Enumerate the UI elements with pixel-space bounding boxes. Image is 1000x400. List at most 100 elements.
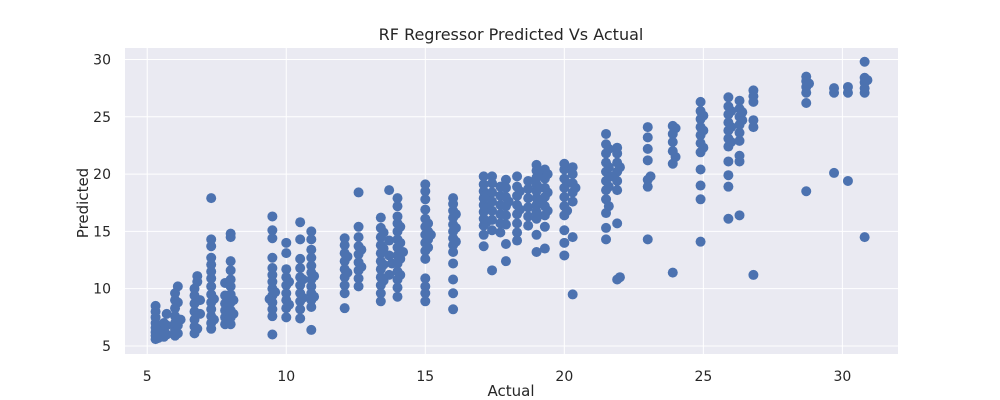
scatter-point bbox=[297, 274, 308, 285]
scatter-point bbox=[284, 276, 295, 287]
scatter-point bbox=[353, 187, 364, 198]
scatter-point bbox=[495, 227, 506, 238]
scatter-point bbox=[487, 187, 498, 198]
scatter-point bbox=[612, 175, 623, 186]
scatter-point bbox=[267, 225, 278, 236]
scatter-point bbox=[306, 324, 317, 335]
scatter-point bbox=[531, 159, 542, 170]
scatter-point bbox=[567, 162, 578, 173]
scatter-point bbox=[734, 95, 745, 106]
scatter-point bbox=[726, 106, 737, 117]
scatter-point bbox=[420, 194, 431, 205]
scatter-point bbox=[487, 196, 498, 207]
scatter-point bbox=[342, 251, 353, 262]
scatter-point bbox=[614, 272, 625, 283]
scatter-point bbox=[734, 210, 745, 221]
scatter-point bbox=[559, 237, 570, 248]
scatter-point bbox=[748, 115, 759, 126]
scatter-point bbox=[395, 237, 406, 248]
scatter-point bbox=[859, 232, 870, 243]
scatter-point bbox=[523, 211, 534, 222]
scatter-point bbox=[448, 258, 459, 269]
scatter-point bbox=[487, 214, 498, 225]
scatter-point bbox=[384, 269, 395, 280]
scatter-point bbox=[603, 181, 614, 192]
scatter-point bbox=[206, 234, 217, 245]
scatter-point bbox=[228, 308, 239, 319]
scatter-point bbox=[420, 179, 431, 190]
scatter-point bbox=[295, 253, 306, 264]
scatter-point bbox=[208, 293, 219, 304]
x-tick-label: 5 bbox=[143, 369, 152, 385]
scatter-point bbox=[161, 320, 172, 331]
scatter-point bbox=[225, 256, 236, 267]
scatter-point bbox=[225, 319, 236, 330]
scatter-point bbox=[281, 248, 292, 259]
scatter-point bbox=[695, 164, 706, 175]
scatter-point bbox=[295, 313, 306, 324]
scatter-point bbox=[356, 261, 367, 272]
scatter-point bbox=[450, 236, 461, 247]
scatter-point bbox=[425, 229, 436, 240]
x-axis-title: Actual bbox=[488, 382, 535, 400]
scatter-point bbox=[612, 185, 623, 196]
scatter-point bbox=[842, 175, 853, 186]
data-points bbox=[150, 56, 873, 345]
x-tick-label: 30 bbox=[833, 369, 851, 385]
scatter-point bbox=[670, 123, 681, 134]
scatter-point bbox=[423, 242, 434, 253]
scatter-point bbox=[195, 295, 206, 306]
scatter-point bbox=[487, 265, 498, 276]
scatter-point bbox=[353, 221, 364, 232]
scatter-point bbox=[448, 274, 459, 285]
scatter-point bbox=[339, 240, 350, 251]
scatter-point bbox=[306, 281, 317, 292]
scatter-point bbox=[614, 162, 625, 173]
scatter-point bbox=[698, 110, 709, 121]
scatter-point bbox=[842, 81, 853, 92]
scatter-point bbox=[448, 304, 459, 315]
scatter-point bbox=[172, 297, 183, 308]
y-tick-label: 10 bbox=[93, 282, 111, 298]
scatter-point bbox=[175, 314, 186, 325]
scatter-point bbox=[225, 228, 236, 239]
scatter-point bbox=[531, 229, 542, 240]
scatter-point bbox=[281, 264, 292, 275]
scatter-point bbox=[342, 267, 353, 278]
scatter-point bbox=[723, 156, 734, 167]
scatter-point bbox=[284, 299, 295, 310]
grid-lines bbox=[125, 48, 898, 354]
scatter-point bbox=[270, 287, 281, 298]
scatter-point bbox=[601, 234, 612, 245]
scatter-point bbox=[448, 247, 459, 257]
scatter-point bbox=[801, 186, 812, 197]
scatter-point bbox=[206, 259, 217, 270]
scatter-point bbox=[267, 304, 278, 315]
scatter-point bbox=[267, 276, 278, 287]
scatter-point bbox=[228, 295, 239, 306]
scatter-point bbox=[295, 234, 306, 245]
scatter-point bbox=[295, 304, 306, 315]
scatter-point bbox=[478, 229, 489, 240]
scatter-point bbox=[748, 269, 759, 280]
scatter-point bbox=[420, 296, 431, 307]
scatter-point bbox=[225, 274, 236, 285]
scatter-point bbox=[567, 232, 578, 243]
scatter-point bbox=[601, 128, 612, 139]
scatter-point bbox=[206, 193, 217, 204]
scatter-point bbox=[514, 186, 525, 197]
scatter-point bbox=[642, 143, 653, 154]
scatter-point bbox=[420, 253, 431, 264]
scatter-point bbox=[695, 236, 706, 247]
scatter-point bbox=[570, 182, 581, 193]
scatter-point bbox=[267, 329, 278, 340]
scatter-point bbox=[195, 308, 206, 319]
scatter-point bbox=[353, 281, 364, 292]
scatter-point bbox=[356, 244, 367, 255]
scatter-point bbox=[306, 260, 317, 271]
scatter-point bbox=[500, 256, 511, 267]
scatter-point bbox=[395, 269, 406, 280]
scatter-point bbox=[306, 302, 317, 313]
scatter-point bbox=[192, 323, 203, 334]
scatter-point bbox=[642, 132, 653, 143]
